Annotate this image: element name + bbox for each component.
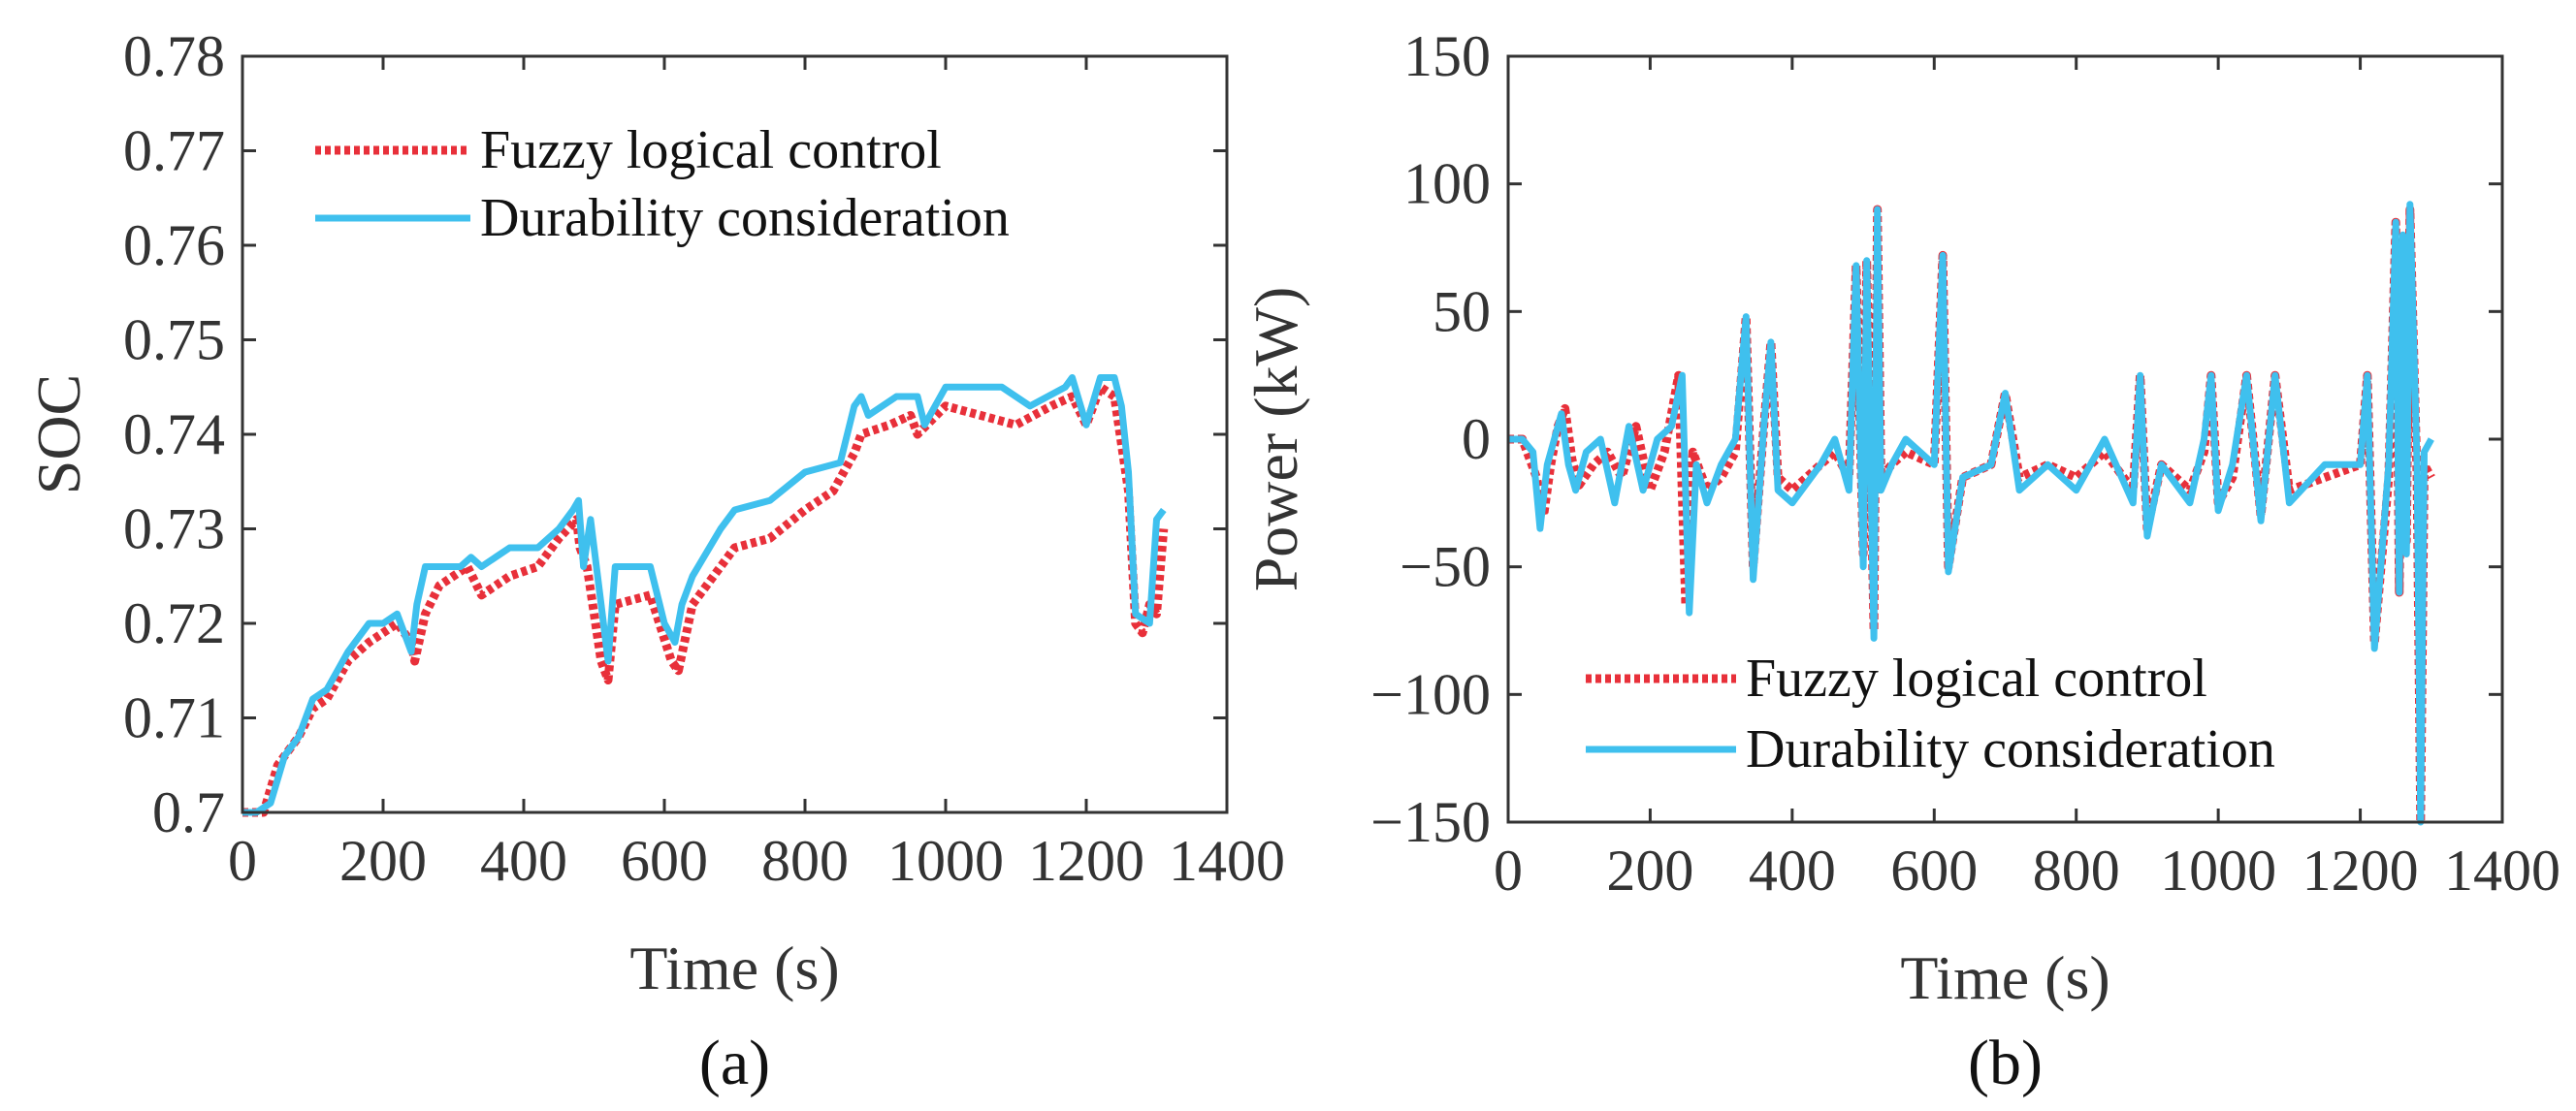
y-tick-label: 0.73 bbox=[123, 497, 225, 561]
y-tick-label: 0.7 bbox=[152, 780, 225, 844]
panel-a-x-axis-title: Time (s) bbox=[629, 934, 839, 1002]
x-tick-label: 1200 bbox=[2302, 839, 2419, 903]
y-tick-label: 0.76 bbox=[123, 213, 225, 277]
x-tick-label: 600 bbox=[1890, 839, 1978, 903]
panel-b-y-axis-title: Power (kW) bbox=[1241, 287, 1310, 592]
panel-a-legend-label-durability: Durability consideration bbox=[480, 188, 1010, 248]
y-tick-label: 0.75 bbox=[123, 308, 225, 372]
panel-a-plot-frame bbox=[241, 54, 1229, 814]
y-tick-label: 0.74 bbox=[123, 402, 225, 466]
x-tick-label: 800 bbox=[761, 829, 849, 893]
y-tick-label: 150 bbox=[1403, 24, 1491, 88]
y-tick-label: −100 bbox=[1370, 662, 1491, 726]
y-tick-label: 0.71 bbox=[123, 686, 225, 750]
x-tick-label: 1000 bbox=[887, 829, 1004, 893]
panel-b-x-axis-title: Time (s) bbox=[1900, 943, 2109, 1012]
panel-a-legend: Fuzzy logical control Durability conside… bbox=[315, 120, 1010, 248]
y-tick-label: 0 bbox=[1462, 407, 1491, 471]
panel-b-series-lines bbox=[1508, 201, 2435, 827]
x-tick-label: 1200 bbox=[1028, 829, 1144, 893]
series-line-fuzzy bbox=[242, 382, 1169, 817]
y-tick-label: 0.78 bbox=[123, 24, 225, 88]
panel-a-label: (a) bbox=[699, 1028, 770, 1098]
panel-b-legend: Fuzzy logical control Durability conside… bbox=[1586, 649, 2275, 779]
panel-a-legend-label-fuzzy: Fuzzy logical control bbox=[480, 120, 942, 180]
panel-a-series-lines bbox=[242, 374, 1169, 817]
panel-b-y-tick-labels: −150 −100 −50 0 50 100 150 bbox=[1370, 24, 1491, 854]
panel-a-soc-chart: 0 200 400 600 800 1000 1200 1400 0.70.710.720.7… bbox=[24, 24, 1285, 1098]
x-tick-label: 1000 bbox=[2160, 839, 2276, 903]
series-line-fuzzy bbox=[1508, 205, 2435, 827]
panel-a-y-tick-labels: 0.7 0.71 0.72 0.73 0.74 0.75 0.76 0.77 0.78 bbox=[123, 24, 225, 844]
x-tick-label: 1400 bbox=[1169, 829, 1285, 893]
series-line-durability bbox=[1508, 201, 2434, 826]
x-tick-label: 400 bbox=[480, 829, 567, 893]
panel-b-x-tick-labels: 0 200 400 600 800 1000 1200 1400 bbox=[1494, 839, 2560, 903]
x-tick-label: 400 bbox=[1749, 839, 1836, 903]
y-tick-label: 100 bbox=[1403, 152, 1491, 216]
panel-b-label: (b) bbox=[1968, 1028, 2043, 1098]
series-line-durability bbox=[242, 374, 1167, 816]
y-tick-label: 0.72 bbox=[123, 591, 225, 655]
y-tick-label: 0.77 bbox=[123, 119, 225, 183]
x-tick-label: 0 bbox=[1494, 839, 1523, 903]
panel-b-legend-label-durability: Durability consideration bbox=[1746, 719, 2275, 779]
panel-b-plot-frame bbox=[1506, 54, 2504, 824]
panel-b-power-chart: 0 200 400 600 800 1000 1200 1400 −150 −100 −50 0 50… bbox=[1241, 24, 2560, 1098]
panel-a-y-axis-title: SOC bbox=[24, 374, 93, 495]
x-tick-label: 200 bbox=[1606, 839, 1693, 903]
x-tick-label: 200 bbox=[339, 829, 427, 893]
x-tick-label: 1400 bbox=[2444, 839, 2560, 903]
x-tick-label: 600 bbox=[621, 829, 708, 893]
y-tick-label: −50 bbox=[1400, 535, 1491, 599]
y-tick-label: 50 bbox=[1433, 279, 1491, 343]
x-tick-label: 0 bbox=[228, 829, 257, 893]
panel-a-x-tick-labels: 0 200 400 600 800 1000 1200 1400 bbox=[228, 829, 1285, 893]
x-tick-label: 800 bbox=[2033, 839, 2120, 903]
y-tick-label: −150 bbox=[1370, 790, 1491, 854]
panel-b-legend-label-fuzzy: Fuzzy logical control bbox=[1746, 649, 2207, 709]
